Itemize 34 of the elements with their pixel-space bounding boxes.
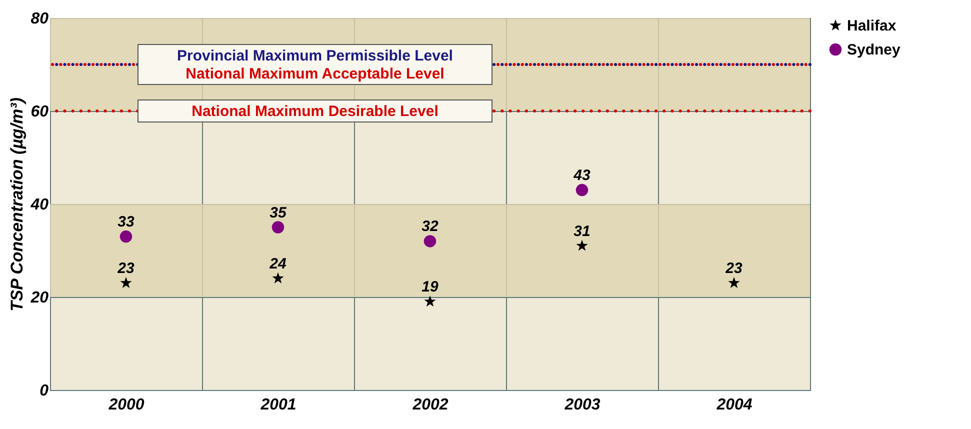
legend-label: Sydney bbox=[847, 42, 902, 58]
data-label: 43 bbox=[572, 167, 591, 184]
point bbox=[272, 221, 284, 234]
y-tick-label: 0 bbox=[40, 382, 49, 400]
x-tick-label: 2002 bbox=[412, 396, 448, 414]
legend-label: Halifax bbox=[847, 18, 897, 34]
y-axis-title: TSP Concentration (µg/m³) bbox=[8, 97, 27, 312]
point bbox=[120, 230, 132, 243]
ref-line-label: National Maximum Acceptable Level bbox=[186, 66, 444, 82]
ref-line-label: National Maximum Desirable Level bbox=[192, 103, 438, 120]
x-tick-label: 2000 bbox=[108, 396, 144, 414]
y-tick-label: 80 bbox=[30, 10, 49, 28]
x-tick-label: 2004 bbox=[716, 396, 752, 414]
point bbox=[728, 276, 740, 288]
y-tick-label: 60 bbox=[30, 104, 49, 120]
data-label: 23 bbox=[724, 260, 743, 278]
data-label: 33 bbox=[118, 214, 135, 231]
data-label: 32 bbox=[422, 218, 439, 236]
x-tick-label: 2003 bbox=[564, 396, 600, 414]
y-tick-label: 20 bbox=[30, 290, 49, 306]
point bbox=[576, 184, 588, 196]
data-label: 23 bbox=[116, 260, 135, 278]
data-label: 24 bbox=[268, 255, 287, 272]
point bbox=[424, 296, 436, 307]
point bbox=[576, 240, 588, 251]
data-label: 35 bbox=[270, 204, 287, 222]
data-label: 31 bbox=[574, 222, 590, 240]
ref-line-label: Provincial Maximum Permissible Level bbox=[177, 48, 453, 64]
point bbox=[120, 276, 132, 288]
point bbox=[272, 272, 284, 284]
x-tick-label: 2001 bbox=[260, 396, 296, 414]
point bbox=[424, 235, 436, 248]
data-label: 19 bbox=[422, 278, 439, 296]
y-tick-label: 40 bbox=[30, 196, 49, 214]
